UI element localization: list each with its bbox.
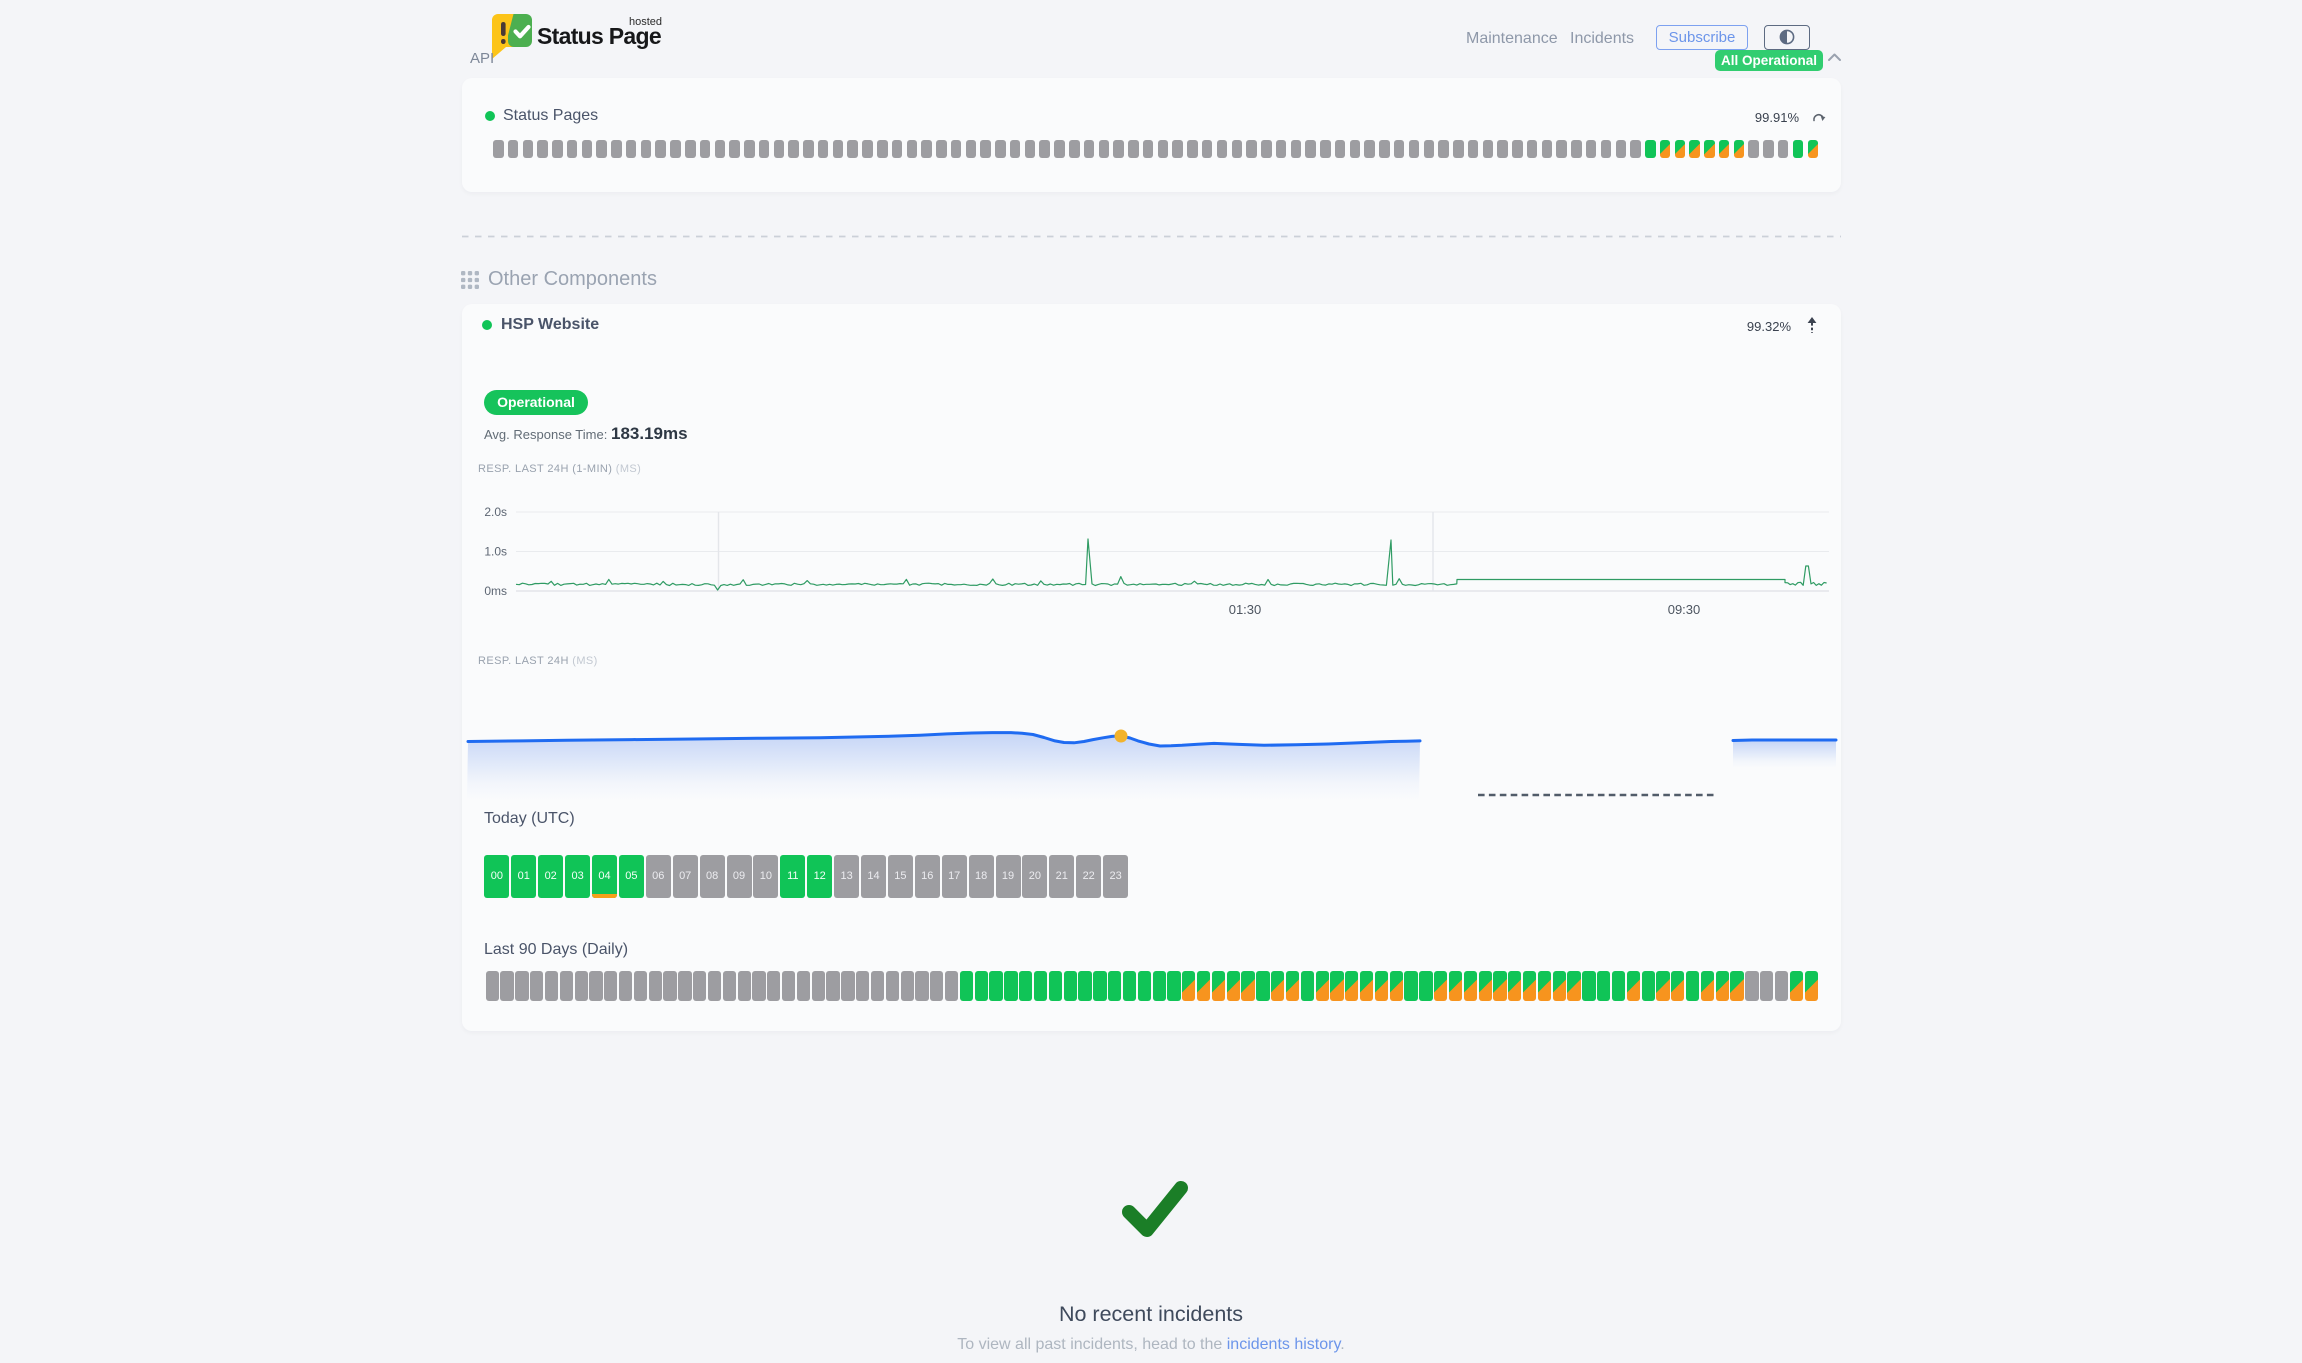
svg-text:0ms: 0ms [484,584,507,598]
svg-text:2.0s: 2.0s [484,505,507,519]
svg-text:01:30: 01:30 [1229,602,1262,617]
svg-text:09:30: 09:30 [1668,602,1701,617]
svg-text:1.0s: 1.0s [484,545,507,559]
